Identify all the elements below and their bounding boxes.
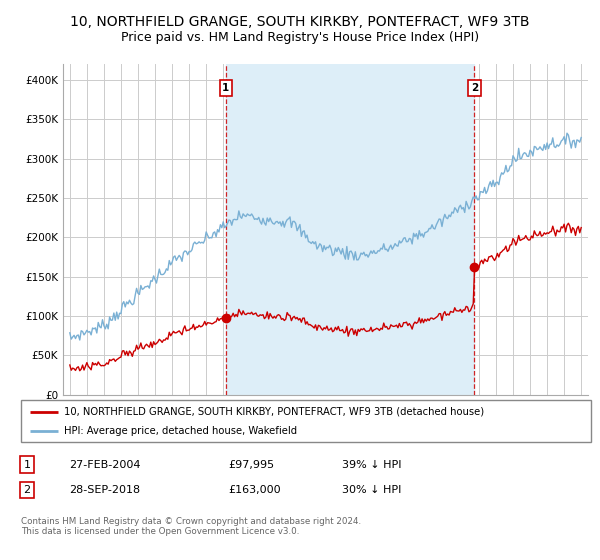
- Text: 27-FEB-2004: 27-FEB-2004: [69, 460, 140, 470]
- Text: 10, NORTHFIELD GRANGE, SOUTH KIRKBY, PONTEFRACT, WF9 3TB: 10, NORTHFIELD GRANGE, SOUTH KIRKBY, PON…: [70, 15, 530, 29]
- Text: 2: 2: [471, 83, 478, 93]
- FancyBboxPatch shape: [21, 400, 591, 442]
- Text: 10, NORTHFIELD GRANGE, SOUTH KIRKBY, PONTEFRACT, WF9 3TB (detached house): 10, NORTHFIELD GRANGE, SOUTH KIRKBY, PON…: [64, 407, 484, 417]
- Text: Price paid vs. HM Land Registry's House Price Index (HPI): Price paid vs. HM Land Registry's House …: [121, 31, 479, 44]
- Text: 2: 2: [23, 485, 31, 495]
- Text: Contains HM Land Registry data © Crown copyright and database right 2024.: Contains HM Land Registry data © Crown c…: [21, 517, 361, 526]
- Text: 1: 1: [222, 83, 229, 93]
- Bar: [226, 64, 475, 395]
- Text: HPI: Average price, detached house, Wakefield: HPI: Average price, detached house, Wake…: [64, 426, 297, 436]
- Text: £97,995: £97,995: [228, 460, 274, 470]
- Text: This data is licensed under the Open Government Licence v3.0.: This data is licensed under the Open Gov…: [21, 528, 299, 536]
- Text: 1: 1: [23, 460, 31, 470]
- Text: 30% ↓ HPI: 30% ↓ HPI: [342, 485, 401, 495]
- Text: 39% ↓ HPI: 39% ↓ HPI: [342, 460, 401, 470]
- Text: £163,000: £163,000: [228, 485, 281, 495]
- Text: 28-SEP-2018: 28-SEP-2018: [69, 485, 140, 495]
